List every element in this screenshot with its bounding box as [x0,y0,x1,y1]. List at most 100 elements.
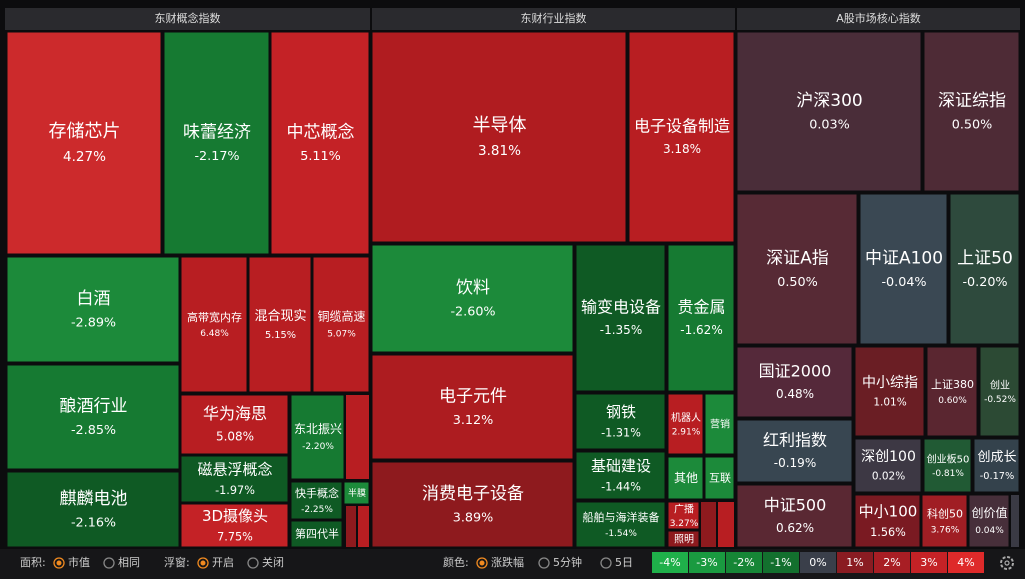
tile-change: -0.81% [932,469,964,479]
tile[interactable] [290,520,343,548]
tile-name: 船舶与海洋装备 [583,510,660,524]
tile[interactable] [290,481,343,520]
tile[interactable] [973,438,1020,493]
tile[interactable] [704,393,735,455]
tile-change: -1.97% [215,484,255,497]
radio-label[interactable]: 5分钟 [553,555,582,569]
radio-label[interactable]: 5日 [615,556,633,569]
radio[interactable] [53,557,65,569]
tile-change: 0.50% [777,275,818,290]
tile-name: 其他 [674,471,698,485]
tile-name: 红利指数 [763,431,827,450]
radio-label[interactable]: 市值 [68,555,90,569]
tile[interactable] [736,484,853,548]
tile[interactable] [667,456,704,500]
tile[interactable] [312,256,370,393]
legend-swatch [763,552,799,573]
tile[interactable] [667,244,735,392]
tile[interactable] [736,346,853,418]
tile-name: 磁悬浮概念 [197,460,272,478]
tile-change: -1.31% [601,426,641,439]
panel-header [5,8,370,30]
tile-name: 中小综指 [862,375,918,391]
settings-icon-hole [1004,560,1010,566]
tile-change: -1.44% [601,480,641,493]
panel-title: 东财行业指数 [521,11,587,25]
tile[interactable] [6,256,180,363]
tile-change: -0.52% [984,395,1016,405]
tile-name: 混合现实 [254,309,306,324]
tile[interactable] [343,481,370,505]
radio[interactable] [538,557,550,569]
tile-change: 3.18% [663,142,701,156]
tile[interactable] [6,31,162,255]
tile[interactable] [979,346,1020,437]
tile[interactable] [371,354,574,460]
radio-label[interactable]: 开启 [212,556,234,569]
tile-small [346,395,369,479]
radio[interactable] [476,557,488,569]
radio-label[interactable]: 涨跌幅 [491,555,524,569]
tile[interactable] [628,31,735,243]
tile[interactable] [854,346,925,437]
tile-change: 3.89% [453,510,494,525]
tile-change: -1.54% [605,529,637,539]
tile-change: -2.16% [71,515,116,530]
radio-label[interactable]: 关闭 [262,555,284,569]
legend-swatch [948,552,984,573]
panel-header [372,8,735,30]
tile-change: 0.04% [975,526,1004,536]
tile-name: 半膜 [348,487,366,499]
tile[interactable] [290,394,345,480]
legend-swatch [800,552,836,573]
tile[interactable] [923,438,972,493]
tile[interactable] [180,503,289,548]
tile-name: 贵金属 [677,298,725,317]
tile-change: 3.12% [453,413,494,428]
radio[interactable] [197,557,209,569]
tile[interactable] [949,193,1020,345]
tile[interactable] [270,31,370,255]
radio[interactable] [103,557,115,569]
radio-label[interactable]: 相同 [118,556,140,569]
tile[interactable] [923,31,1020,192]
legend-swatch [652,552,688,573]
tile[interactable] [736,419,853,483]
tile[interactable] [575,451,666,500]
tile[interactable] [6,364,180,470]
radio[interactable] [247,557,259,569]
tile[interactable] [248,256,312,393]
tile[interactable] [667,501,700,530]
tile[interactable] [968,494,1010,548]
tile[interactable] [736,31,922,192]
tile[interactable] [575,501,666,548]
tile[interactable] [575,393,666,450]
tile[interactable] [575,244,666,392]
tile[interactable] [926,346,978,437]
tile-change: -0.19% [774,456,816,470]
tile[interactable] [180,455,289,503]
tile[interactable] [163,31,270,255]
tile[interactable] [736,193,858,345]
tile[interactable] [180,256,248,393]
tile-name: 互联 [709,472,731,485]
tile[interactable] [704,456,735,500]
tile-name: 酿酒行业 [60,396,128,416]
tile[interactable] [854,438,922,493]
tile[interactable] [180,394,289,455]
tile[interactable] [667,530,700,548]
tile[interactable] [371,244,574,353]
legend-swatch [837,552,873,573]
settings-icon[interactable] [1000,556,1014,570]
tile-change: -2.89% [71,315,116,330]
tile[interactable] [371,461,574,548]
tile[interactable] [921,494,968,548]
radio[interactable] [600,557,612,569]
tile[interactable] [6,471,180,548]
legend-label: 3% [920,556,937,569]
tile[interactable] [667,393,704,455]
tile-small [718,502,734,547]
tile[interactable] [854,494,921,548]
tile[interactable] [859,193,948,345]
tile[interactable] [371,31,627,243]
